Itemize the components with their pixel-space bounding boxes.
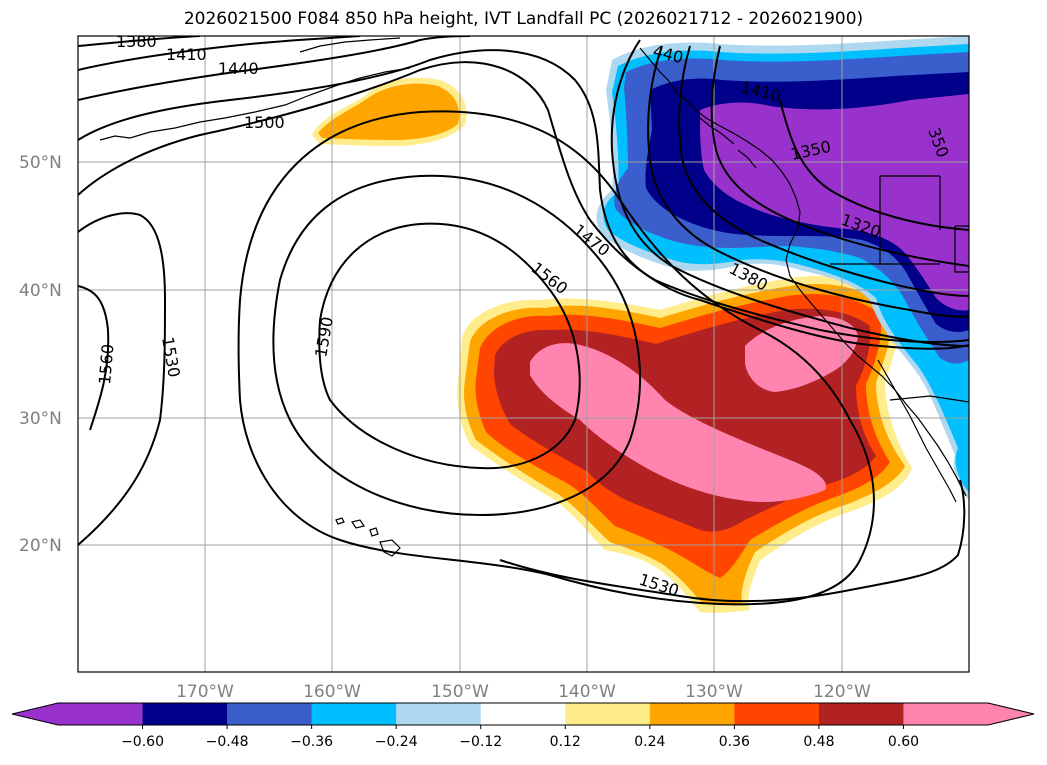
contour-1440b [610, 39, 969, 347]
map-frame [77, 35, 970, 673]
pc-0.60-fill-west [530, 343, 826, 502]
lon-label: 120°W [813, 682, 871, 702]
contour-1380b [678, 45, 969, 297]
colorbar-tick-label: 0.60 [888, 734, 919, 750]
contour-1320 [779, 99, 969, 231]
latitude-labels: 50°N 40°N 30°N 20°N [19, 153, 62, 556]
colorbar-segment [142, 703, 228, 725]
contour-label: 1410 [166, 45, 207, 64]
colorbar-tick-label: 0.36 [719, 734, 750, 750]
colorbar-tick-label: −0.48 [206, 734, 249, 750]
colorbar-tick-label: 0.12 [550, 734, 581, 750]
contour-1590 [318, 222, 581, 470]
colorbar-tick-label: 0.48 [803, 734, 834, 750]
contour-label: 1440 [218, 59, 259, 78]
lat-label: 40°N [19, 281, 62, 301]
contour-label: 1380 [116, 32, 157, 51]
colorbar-tick-label: −0.36 [290, 734, 333, 750]
lon-label: 150°W [431, 682, 489, 702]
lat-label: 20°N [19, 536, 62, 556]
contour-1560 [272, 174, 641, 517]
colorbar-segment [649, 703, 735, 725]
colorbar: −0.60 −0.48 −0.36 −0.24 −0.12 0.12 0.24 0.36 0.4… [11, 702, 1035, 750]
contour-1530-south [499, 479, 966, 603]
pc-neg-0.60-fill [700, 94, 969, 311]
coastlines [99, 37, 969, 557]
positive-pc-region [457, 276, 912, 613]
colorbar-segment [480, 703, 566, 725]
contour-1500 [78, 61, 969, 350]
colorbar-segment [58, 703, 144, 725]
longitude-labels: 170°W 160°W 150°W 140°W 130°W 120°W [176, 682, 871, 702]
colorbar-segment [734, 703, 820, 725]
contour-1410b [647, 45, 969, 318]
contour-1530 [237, 110, 875, 606]
contour-west-1530 [78, 212, 167, 546]
lat-label: 50°N [19, 153, 62, 173]
colorbar-segment [565, 703, 651, 725]
contour-west-1560 [78, 285, 110, 431]
colorbar-extend-right [988, 703, 1034, 725]
pc-0.60-fill-east [745, 316, 858, 392]
lon-label: 130°W [685, 682, 743, 702]
colorbar-tick-label: 0.24 [634, 734, 665, 750]
contour-1350 [710, 45, 969, 267]
lat-label: 30°N [19, 409, 62, 429]
colorbar-segment [818, 703, 904, 725]
height-contours [78, 36, 969, 606]
contour-1410 [78, 36, 361, 71]
contour-1440 [78, 36, 471, 101]
lon-label: 140°W [558, 682, 616, 702]
contour-label: 1560 [95, 343, 117, 385]
contour-1380 [78, 36, 201, 47]
map-title: 2026021500 F084 850 hPa height, IVT Land… [183, 9, 864, 29]
colorbar-tick-label: −0.12 [459, 734, 502, 750]
colorbar-segment [396, 703, 482, 725]
colorbar-segment [903, 703, 989, 725]
lon-label: 170°W [176, 682, 234, 702]
colorbar-tick-label: −0.60 [121, 734, 164, 750]
contour-label: 1500 [244, 113, 285, 132]
colorbar-extend-left [12, 703, 58, 725]
lon-label: 160°W [303, 682, 361, 702]
colorbar-segment [227, 703, 313, 725]
colorbar-tick-label: −0.24 [375, 734, 418, 750]
contour-1470 [78, 49, 969, 343]
colorbar-segment [311, 703, 397, 725]
